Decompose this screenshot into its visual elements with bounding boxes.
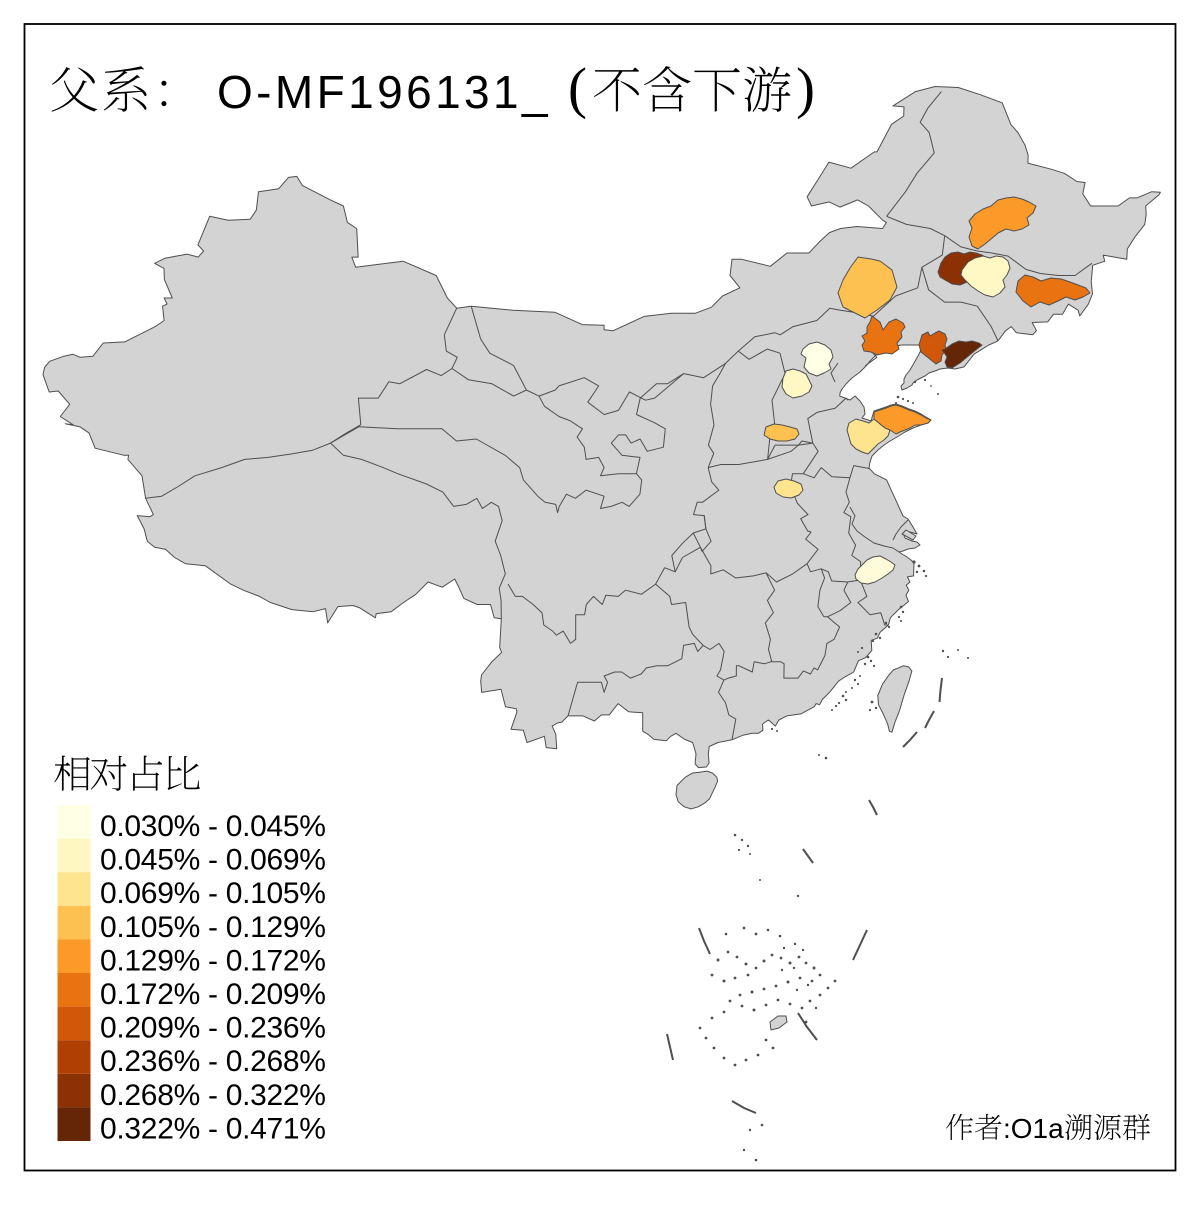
svg-text:(: (	[568, 57, 587, 120]
svg-text:0.322% - 0.471%: 0.322% - 0.471%	[100, 1112, 326, 1145]
svg-text:0.045% - 0.069%: 0.045% - 0.069%	[100, 844, 326, 877]
svg-text:0.209% - 0.236%: 0.209% - 0.236%	[100, 1012, 326, 1045]
svg-text:0.030% - 0.045%: 0.030% - 0.045%	[100, 810, 326, 843]
svg-text:0.105% - 0.129%: 0.105% - 0.129%	[100, 911, 326, 944]
svg-text:0.236% - 0.268%: 0.236% - 0.268%	[100, 1045, 326, 1078]
svg-text:O-MF196131_: O-MF196131_	[217, 66, 551, 118]
svg-text::O1a: :O1a	[1003, 1113, 1064, 1144]
svg-text:0.268% - 0.322%: 0.268% - 0.322%	[100, 1079, 326, 1112]
svg-text:0.129% - 0.172%: 0.129% - 0.172%	[100, 944, 326, 977]
svg-text:0.069% - 0.105%: 0.069% - 0.105%	[100, 877, 326, 910]
svg-text:): )	[796, 57, 815, 120]
svg-text:0.172% - 0.209%: 0.172% - 0.209%	[100, 978, 326, 1011]
